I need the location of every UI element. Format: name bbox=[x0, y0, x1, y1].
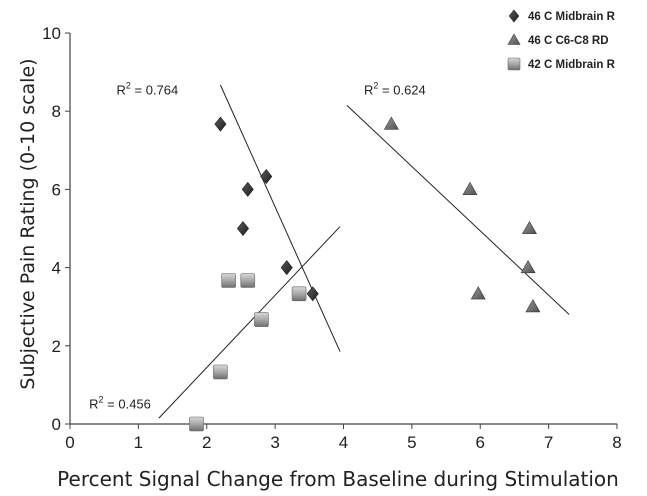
diamond-marker bbox=[508, 9, 520, 23]
diamond-marker bbox=[306, 286, 319, 302]
triangle-marker bbox=[525, 299, 541, 313]
diamond-marker bbox=[280, 260, 293, 276]
y-tick-label: 2 bbox=[52, 337, 61, 356]
square-marker bbox=[254, 312, 269, 327]
y-tick-label: 8 bbox=[52, 102, 61, 121]
triangle-marker bbox=[470, 286, 486, 300]
y-tick-label: 6 bbox=[52, 180, 61, 199]
x-tick-label: 2 bbox=[202, 433, 211, 452]
data-points bbox=[189, 116, 541, 432]
trendline bbox=[158, 226, 341, 419]
square-marker bbox=[291, 286, 307, 302]
x-tick-label: 7 bbox=[544, 433, 553, 452]
x-tick-label: 5 bbox=[407, 433, 416, 452]
triangle-marker bbox=[507, 33, 521, 45]
r-squared-label: R2 = 0.764 bbox=[116, 80, 178, 97]
trendline bbox=[346, 104, 570, 315]
legend-label: 46 C C6-C8 RD bbox=[528, 35, 609, 47]
square-marker bbox=[213, 364, 228, 380]
legend-label: 42 C Midbrain R bbox=[528, 59, 616, 71]
legend-label: 46 C Midbrain R bbox=[528, 11, 616, 23]
r-squared-label: R2 = 0.456 bbox=[89, 394, 151, 411]
x-tick-label: 1 bbox=[134, 433, 143, 452]
triangle-marker bbox=[520, 259, 536, 274]
x-tick-label: 4 bbox=[339, 433, 348, 452]
square-marker bbox=[240, 273, 256, 288]
x-tick-label: 6 bbox=[476, 433, 485, 452]
square-marker bbox=[507, 57, 521, 71]
triangle-marker bbox=[383, 116, 399, 130]
x-axis-title: Percent Signal Change from Baseline duri… bbox=[57, 467, 619, 491]
diamond-marker bbox=[214, 116, 227, 132]
y-axis-title: Subjective Pain Rating (0-10 scale) bbox=[17, 58, 39, 389]
y-tick-label: 4 bbox=[52, 259, 61, 278]
legend: 46 C Midbrain R 46 C C6-C8 RD 42 C Midbrai… bbox=[507, 9, 616, 71]
y-tick-label: 0 bbox=[52, 415, 61, 434]
diamond-marker bbox=[260, 169, 273, 184]
r-squared-annotations: R2 = 0.764 R2 = 0.624 R2 = 0.456 bbox=[89, 80, 426, 411]
axes: 0 1 2 3 4 5 6 7 8 0 2 4 6 8 10 bbox=[42, 24, 622, 452]
square-marker bbox=[221, 273, 236, 288]
trendlines bbox=[158, 84, 570, 419]
diamond-marker bbox=[237, 221, 249, 236]
y-tick-label: 10 bbox=[42, 24, 61, 43]
triangle-marker bbox=[462, 181, 478, 195]
square-marker bbox=[189, 416, 204, 432]
x-tick-label: 3 bbox=[270, 433, 279, 452]
triangle-marker bbox=[521, 220, 537, 235]
r-squared-label: R2 = 0.624 bbox=[364, 80, 426, 97]
diamond-marker bbox=[241, 181, 254, 197]
x-tick-label: 0 bbox=[65, 433, 74, 452]
x-tick-label: 8 bbox=[612, 433, 621, 452]
trendline bbox=[219, 84, 341, 352]
